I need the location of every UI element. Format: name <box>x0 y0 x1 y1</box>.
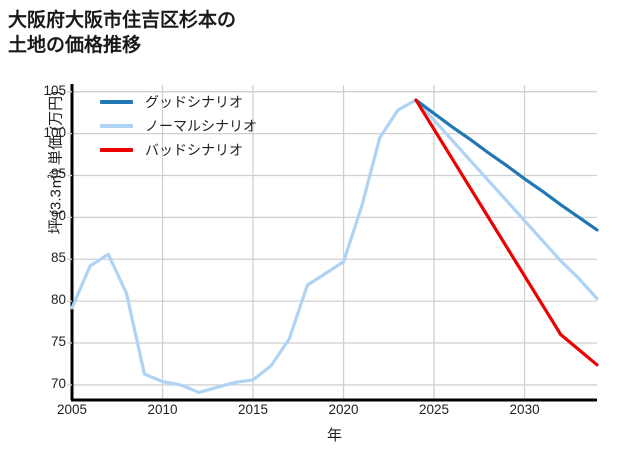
y-axis-label: 坪 (3.3㎡) 単価 (万円) <box>47 90 65 235</box>
x-tick-label: 2030 <box>509 402 540 417</box>
y-axis-tick-labels: 70 75 80 85 90 95 100 105 <box>22 0 66 465</box>
x-tick-label: 2020 <box>328 402 359 417</box>
y-tick-label: 105 <box>43 82 66 98</box>
x-tick-label: 2025 <box>419 402 450 417</box>
tick-marks <box>67 91 72 386</box>
x-tick-label: 2015 <box>238 402 269 417</box>
series-line-グッドシナリオ <box>414 98 599 232</box>
legend-label-bad-scenario: バッドシナリオ <box>145 142 243 158</box>
legend-label-normal-scenario: ノーマルシナリオ <box>145 118 257 134</box>
data-series <box>70 98 599 395</box>
y-tick-label: 70 <box>50 375 66 391</box>
axis-lines <box>70 84 597 402</box>
y-tick-label: 80 <box>50 292 66 308</box>
legend-item-bad-scenario[interactable]: バッドシナリオ <box>100 138 257 162</box>
grid-lines <box>72 85 597 400</box>
legend-swatch-bad-scenario <box>100 148 133 152</box>
chart-legend: グッドシナリオ ノーマルシナリオ バッドシナリオ <box>100 90 257 162</box>
page-title: 大阪府大阪市住吉区杉本の 土地の価格推移 <box>8 10 237 57</box>
series-line-ノーマルシナリオ <box>70 98 599 395</box>
series-line-バッドシナリオ <box>414 98 599 367</box>
x-tick-label: 2005 <box>56 402 88 417</box>
y-tick-label: 85 <box>50 250 66 266</box>
x-axis-label: 年 <box>326 427 342 444</box>
y-tick-label: 90 <box>50 208 66 224</box>
legend-item-normal-scenario[interactable]: ノーマルシナリオ <box>100 114 257 138</box>
legend-label-good-scenario: グッドシナリオ <box>145 94 243 110</box>
y-tick-label: 75 <box>50 334 66 350</box>
y-tick-label: 95 <box>50 166 66 182</box>
legend-swatch-normal-scenario <box>100 124 133 128</box>
legend-item-good-scenario[interactable]: グッドシナリオ <box>100 90 257 114</box>
x-tick-label: 2010 <box>147 402 178 417</box>
legend-swatch-good-scenario <box>100 100 133 104</box>
y-tick-label: 100 <box>43 124 66 140</box>
